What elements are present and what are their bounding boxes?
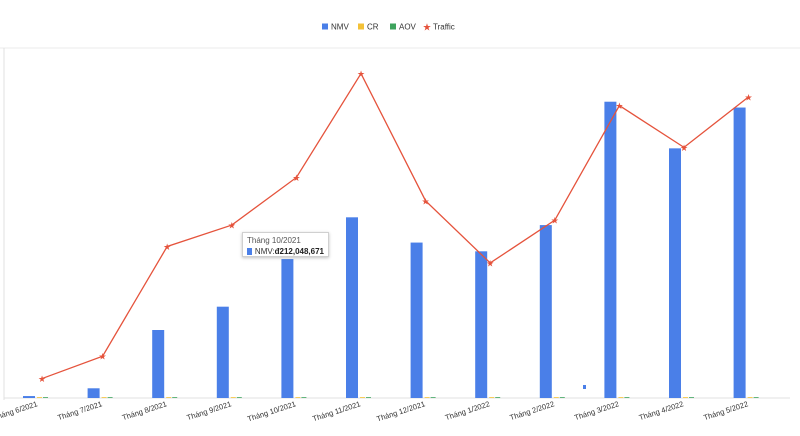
- bar-cr-11: [683, 397, 688, 398]
- x-tick-label-4: Tháng 9/2021: [186, 399, 233, 422]
- x-tick-label-1: Tháng 6/2021: [0, 399, 39, 422]
- bar-cr-12: [747, 397, 753, 398]
- stray-bar-fragment: [583, 385, 586, 389]
- bar-aov-1: [43, 397, 48, 398]
- bar-cr-4: [230, 397, 236, 398]
- bar-cr-10: [618, 397, 624, 398]
- bar-cr-2: [101, 397, 107, 398]
- tooltip-value: đ212,048,671: [274, 247, 324, 256]
- bar-nmv-3[interactable]: [152, 330, 165, 398]
- tooltip-row: NMV: đ212,048,671: [247, 246, 324, 257]
- bar-nmv-10[interactable]: [604, 101, 617, 398]
- x-tick-label-2: Tháng 7/2021: [56, 399, 103, 422]
- bar-cr-9: [553, 397, 559, 398]
- legend-marker-traffic[interactable]: ★: [423, 23, 432, 34]
- bar-aov-8: [495, 397, 501, 398]
- traffic-point-3[interactable]: ★: [163, 242, 171, 252]
- bar-nmv-8[interactable]: [475, 251, 488, 398]
- traffic-point-10[interactable]: ★: [615, 101, 623, 111]
- x-tick-label-8: Tháng 1/2022: [444, 399, 491, 422]
- bar-aov-12: [753, 397, 759, 398]
- x-tick-label-7: Tháng 12/2021: [375, 399, 426, 423]
- x-tick-label-5: Tháng 10/2021: [246, 399, 297, 423]
- legend-label-aov[interactable]: AOV: [399, 23, 417, 32]
- bar-aov-10: [624, 397, 630, 398]
- traffic-point-6[interactable]: ★: [357, 69, 365, 79]
- bar-aov-4: [236, 397, 242, 398]
- legend-label-traffic[interactable]: Traffic: [433, 23, 455, 32]
- bar-cr-5: [295, 397, 301, 398]
- legend-swatch-nmv[interactable]: [322, 23, 328, 30]
- x-tick-label-12: Tháng 5/2022: [702, 399, 749, 422]
- x-tick-label-3: Tháng 8/2021: [121, 399, 168, 422]
- x-axis-ticks: Tháng 6/2021 Tháng 7/2021 Tháng 8/2021 Thán…: [0, 399, 749, 423]
- bar-nmv-2[interactable]: [87, 388, 100, 398]
- bar-nmv-6[interactable]: [346, 217, 358, 398]
- bar-aov-7: [430, 397, 436, 398]
- bar-series: [23, 101, 746, 399]
- bar-aov-2: [107, 397, 113, 398]
- bar-nmv-7[interactable]: [410, 242, 423, 398]
- line-series: ★ ★ ★ ★ ★ ★ ★ ★ ★ ★ ★ ★: [38, 69, 753, 384]
- traffic-line: [41, 72, 750, 380]
- tooltip-title: Tháng 10/2021: [247, 236, 301, 245]
- traffic-point-2[interactable]: ★: [99, 352, 107, 362]
- bar-cr-6: [360, 397, 365, 398]
- bar-nmv-1[interactable]: [23, 396, 35, 398]
- traffic-point-5[interactable]: ★: [292, 173, 300, 183]
- legend-swatch-aov[interactable]: [390, 23, 396, 30]
- bar-cr-8: [489, 397, 495, 398]
- traffic-point-7[interactable]: ★: [422, 196, 430, 206]
- legend: NMV CR AOV ★ Traffic: [322, 23, 455, 34]
- bar-aov-3: [172, 397, 178, 398]
- bar-aov-9: [559, 397, 565, 398]
- x-tick-label-11: Tháng 4/2022: [638, 399, 685, 422]
- traffic-point-1[interactable]: ★: [38, 374, 46, 384]
- traffic-point-11[interactable]: ★: [680, 143, 688, 153]
- bar-aov-5: [301, 397, 307, 398]
- bar-nmv-11[interactable]: [669, 148, 681, 398]
- x-tick-label-9: Tháng 2/2022: [509, 399, 556, 422]
- traffic-point-4[interactable]: ★: [228, 221, 236, 231]
- tooltip-label: NMV:: [254, 247, 275, 256]
- traffic-point-12[interactable]: ★: [745, 92, 753, 102]
- tooltip-swatch: [247, 248, 252, 255]
- bar-nmv-4[interactable]: [216, 306, 229, 398]
- tooltip: Tháng 10/2021 NMV: đ212,048,671: [242, 232, 329, 257]
- bar-cr-1: [37, 397, 42, 398]
- bar-nmv-9[interactable]: [539, 225, 552, 398]
- x-tick-label-6: Tháng 11/2021: [311, 399, 361, 423]
- bar-cr-3: [166, 397, 172, 398]
- legend-swatch-cr[interactable]: [358, 23, 364, 30]
- x-tick-label-10: Tháng 3/2022: [573, 399, 620, 422]
- minor-bar-series: [37, 397, 759, 398]
- bar-nmv-12[interactable]: [733, 107, 746, 399]
- bar-aov-6: [366, 397, 371, 398]
- traffic-point-8[interactable]: ★: [486, 258, 494, 268]
- legend-label-cr[interactable]: CR: [367, 23, 379, 32]
- bar-nmv-5[interactable]: [281, 259, 294, 398]
- bar-aov-11: [689, 397, 694, 398]
- legend-label-nmv[interactable]: NMV: [331, 23, 349, 32]
- traffic-point-9[interactable]: ★: [551, 216, 559, 226]
- bar-cr-7: [424, 397, 430, 398]
